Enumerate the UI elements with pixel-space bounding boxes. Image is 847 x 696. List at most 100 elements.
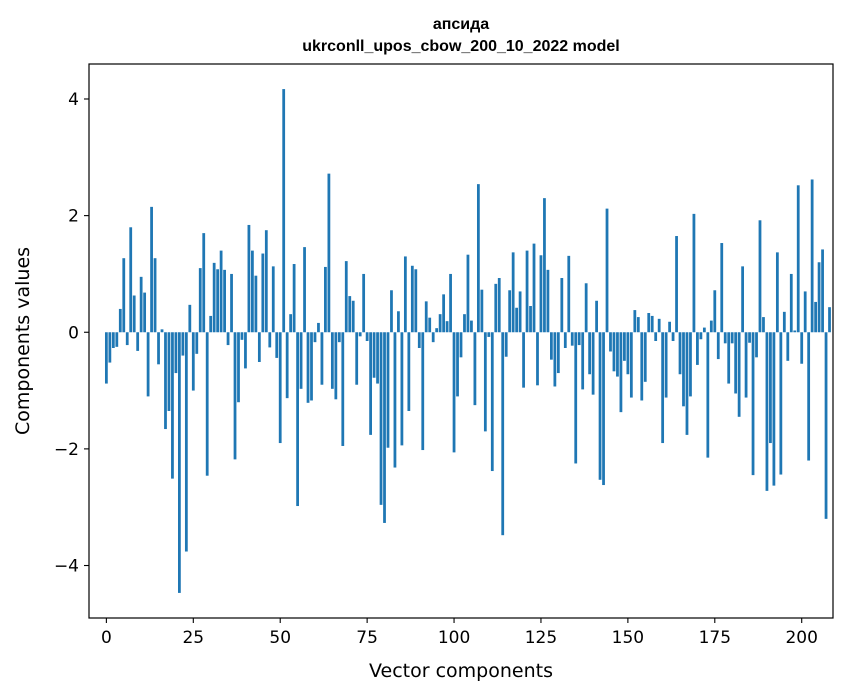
bar [456,332,459,397]
bar [807,332,811,461]
bar [727,332,731,384]
bar [706,332,710,458]
bar [268,332,272,348]
bar [539,255,543,333]
bar [282,89,286,333]
bar [494,283,498,333]
bar [188,304,192,333]
bar [643,332,647,382]
bar [814,301,818,333]
bar [793,330,797,333]
bar [619,332,623,413]
bar [341,332,345,446]
bar [483,332,487,432]
bar [668,321,671,333]
bar [609,332,612,352]
bar [480,289,484,333]
y-tick-label: −2 [54,440,79,460]
bar [278,332,282,444]
bar [160,329,164,333]
bar [821,249,824,333]
bar [223,269,226,333]
plot-frame [88,63,834,619]
bar [723,332,727,344]
bar [115,332,119,347]
bar [487,332,491,337]
bar [713,290,717,333]
bar [132,295,136,333]
bar [390,290,393,333]
bar [244,332,247,369]
bar [219,250,223,333]
x-tick-label: 200 [785,628,817,648]
bar [191,332,195,391]
x-tick-label: 175 [699,628,731,648]
bar [556,332,560,374]
bar [111,332,115,348]
bar [369,332,372,435]
bar [344,261,348,333]
bar [782,311,786,333]
bar [184,332,188,552]
bar [403,256,407,333]
bar [671,332,675,341]
bar [553,332,557,387]
bar [570,332,574,346]
bar [758,220,762,333]
bar [696,332,699,365]
bar [320,332,324,385]
bar [789,273,793,333]
bar [153,258,157,333]
bar [737,332,741,417]
bar [136,332,140,351]
bar [504,332,508,357]
bar [720,243,724,333]
bar [626,332,630,375]
bar [174,332,178,374]
bar-series [104,89,831,593]
bar [762,317,765,333]
bar [817,262,821,333]
bar [410,265,414,333]
bar [139,276,143,333]
bar [407,332,411,411]
bar [365,332,369,341]
bar [751,332,755,476]
bar [598,332,602,480]
bar [442,294,446,333]
bar [661,332,665,444]
bar [476,184,480,333]
bar [146,332,150,397]
bar [237,332,240,403]
bar [532,243,536,333]
bar [682,332,685,407]
bar [421,332,425,451]
bar [435,328,439,333]
bar [779,332,783,475]
bar [602,332,605,486]
bar [386,332,390,448]
bar [529,306,532,333]
bar [108,332,112,363]
bar [205,332,209,476]
bar [612,332,616,372]
x-axis: 0 25 50 75 100 125 150 175 200 [101,618,818,648]
bar [212,262,216,333]
bar [355,332,359,385]
bar [150,206,153,333]
bar [755,332,758,358]
bar [563,332,567,348]
x-tick-label: 125 [525,628,557,648]
bar [372,332,376,378]
bar [518,291,522,333]
chart-title: апсида [433,16,489,33]
bar [543,198,546,333]
bar [417,332,421,348]
bar [122,258,126,333]
bar [522,332,525,388]
bar [803,291,807,333]
bar [400,332,404,446]
x-tick-label: 25 [182,628,204,648]
x-axis-label: Vector components [369,660,553,682]
bar [546,269,550,333]
